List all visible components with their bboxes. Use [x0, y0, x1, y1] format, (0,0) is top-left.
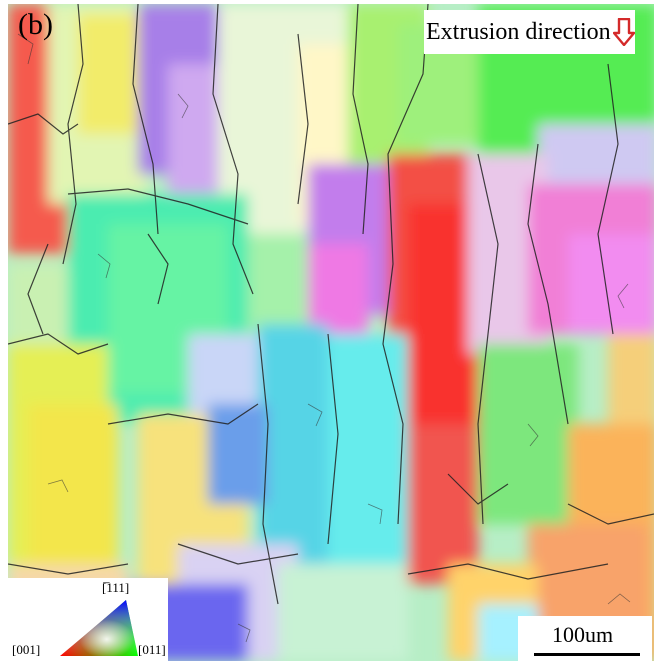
ebsd-orientation-map [8, 4, 654, 661]
scale-bar-line [534, 653, 640, 656]
extrusion-direction-indicator: Extrusion direction [424, 10, 635, 54]
down-arrow-icon [612, 18, 635, 46]
ipf-label-001: [001] [12, 642, 41, 657]
panel-label: (b) [18, 8, 53, 41]
ipf-label-011: [011] [138, 642, 166, 657]
ipf-triangle-icon [60, 600, 138, 656]
scale-bar-label: 100um [552, 622, 614, 647]
ipf-label-111: [̅111] [102, 580, 130, 595]
scale-bar: 100um [518, 616, 652, 661]
extrusion-direction-label: Extrusion direction [426, 18, 611, 45]
ipf-color-key: [̅111] [001] [011] [8, 578, 168, 661]
